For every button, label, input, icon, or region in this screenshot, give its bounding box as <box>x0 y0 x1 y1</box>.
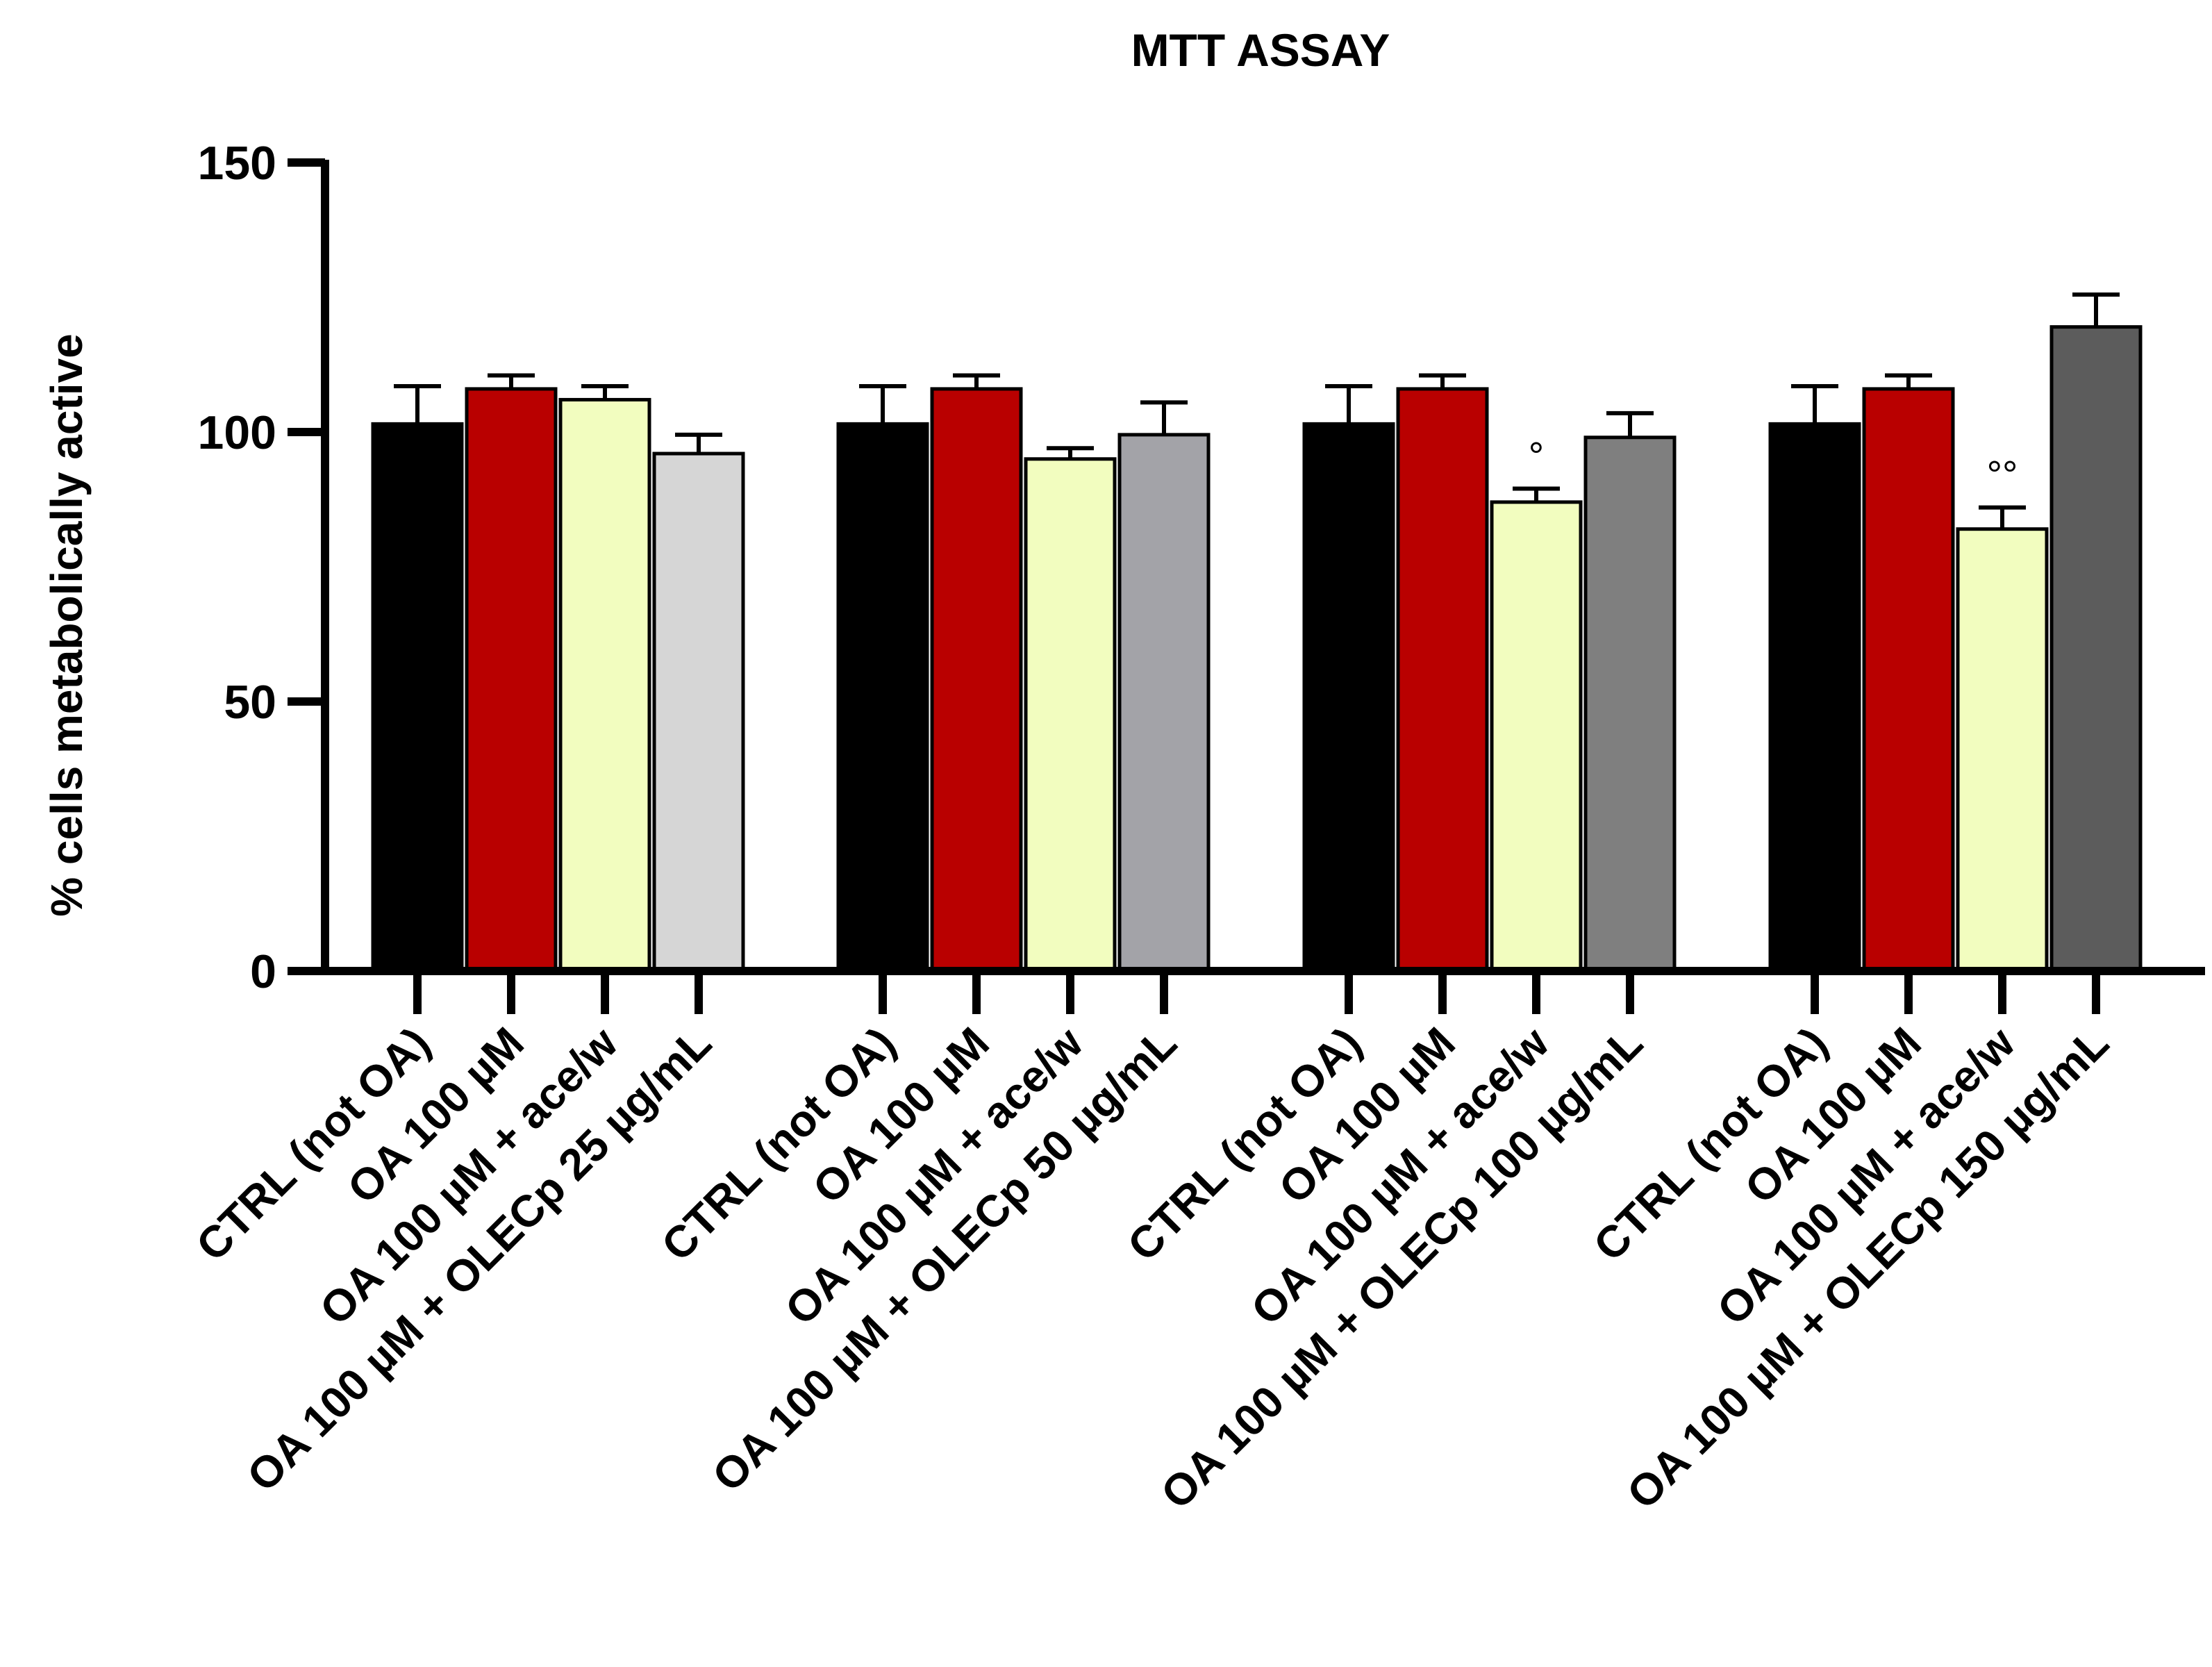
annotation-3-2: °° <box>1987 453 2018 497</box>
bar-0-0 <box>371 422 464 973</box>
bar-0-3 <box>652 451 745 973</box>
bar-0-2 <box>558 397 651 973</box>
bar-3-2 <box>1956 527 2049 973</box>
bar-1-3 <box>1117 433 1211 973</box>
bar-2-3 <box>1583 436 1677 973</box>
y-tick-label-2: 100 <box>198 406 276 459</box>
y-tick-label-1: 50 <box>224 676 276 729</box>
annotation-2-2: ° <box>1529 433 1544 477</box>
bar-3-1 <box>1862 387 1955 973</box>
chart-title: MTT ASSAY <box>1131 24 1390 76</box>
y-axis: 0 50 100 150 <box>198 137 329 998</box>
bar-3-3 <box>2049 325 2143 973</box>
bar-0-1 <box>465 387 558 973</box>
y-tick-label-3: 150 <box>198 137 276 190</box>
bar-2-2 <box>1490 500 1583 973</box>
bars: ° °° <box>371 292 2143 973</box>
bar-1-2 <box>1024 457 1117 973</box>
bar-2-0 <box>1302 422 1395 973</box>
y-axis-label: % cells metabolically active <box>42 333 92 917</box>
bar-2-1 <box>1396 387 1489 973</box>
bar-3-0 <box>1768 422 1861 973</box>
y-tick-label-0: 0 <box>250 945 276 998</box>
bar-1-1 <box>930 387 1023 973</box>
bar-1-0 <box>836 422 929 973</box>
